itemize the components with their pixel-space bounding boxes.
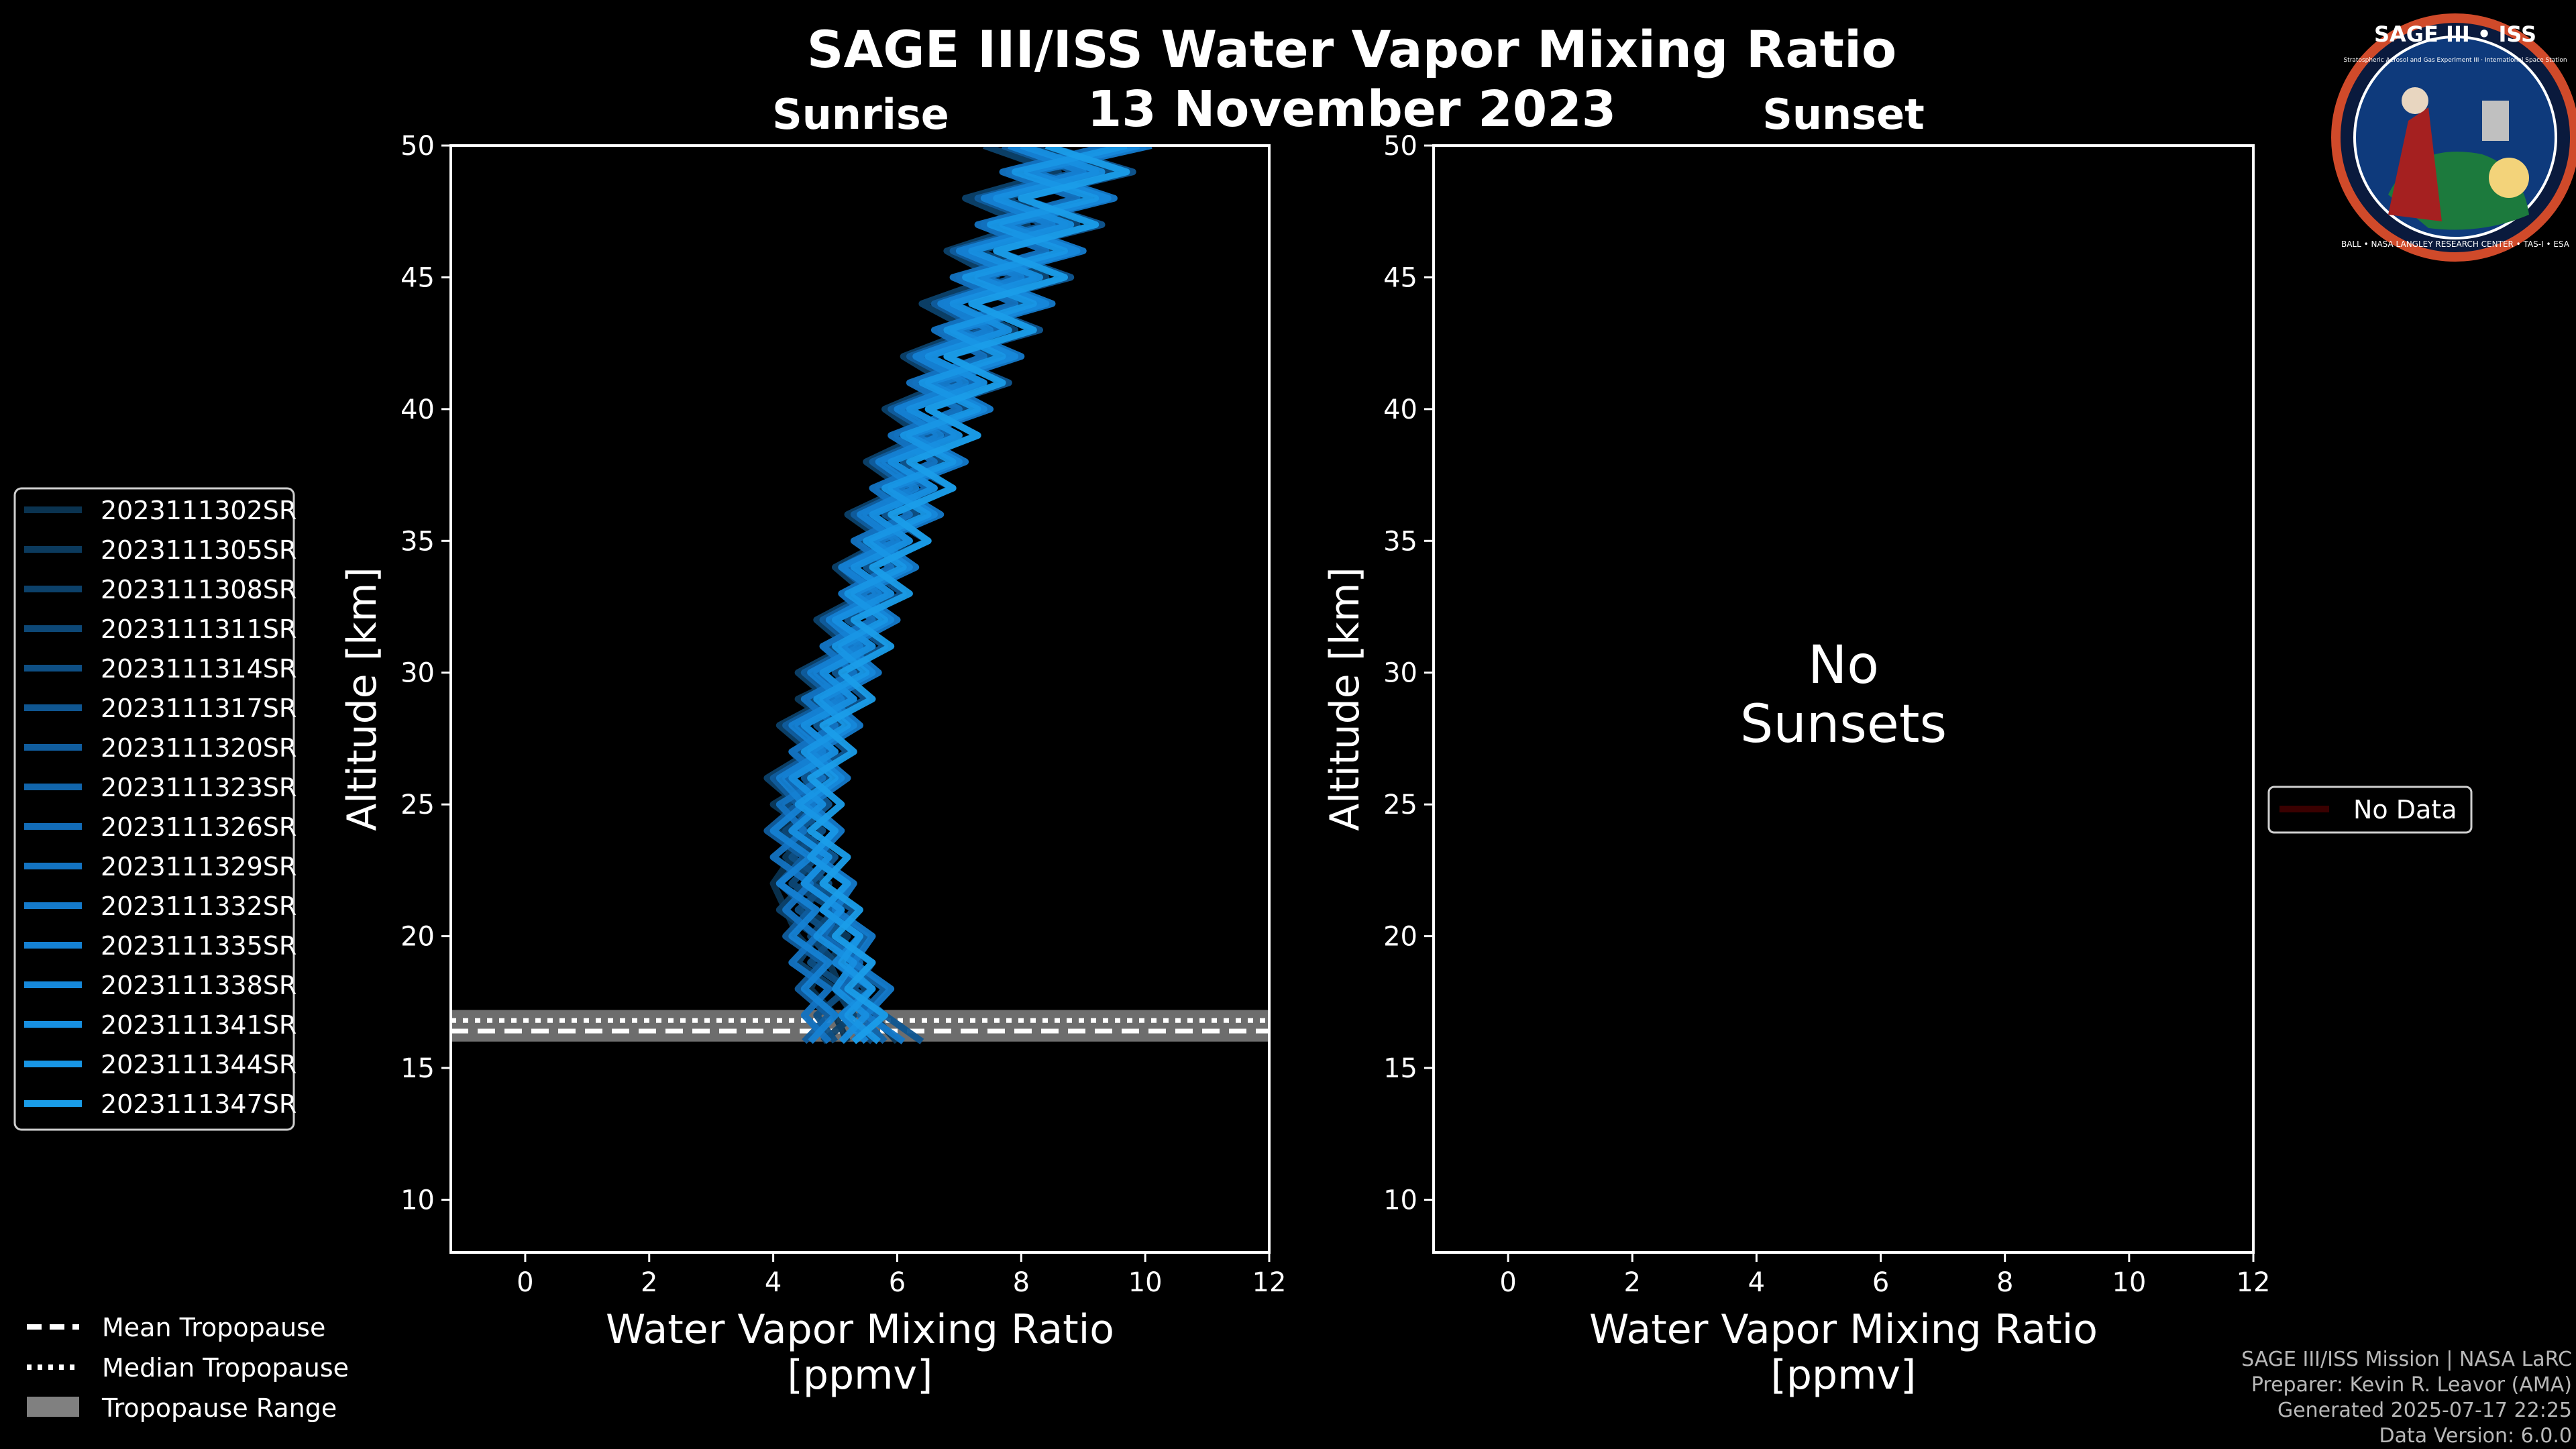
x-tick-label: 10 — [1128, 1267, 1163, 1298]
x-tick-label: 6 — [889, 1267, 906, 1298]
y-tick-label: 10 — [400, 1185, 435, 1216]
sunrise-y-ticks: 10 15 20 25 30 35 40 45 50 — [400, 131, 451, 1216]
y-tick-label: 15 — [1383, 1053, 1417, 1084]
series-line-2023111341SR — [788, 146, 1106, 1044]
legend-label-2023111347SR: 2023111347SR — [101, 1089, 297, 1119]
sunset-y-axis-label: Altitude [km] — [1322, 567, 1368, 831]
y-tick-label: 15 — [400, 1053, 435, 1084]
y-tick-label: 30 — [1383, 658, 1417, 689]
y-tick-label: 30 — [400, 658, 435, 689]
credit-line: Preparer: Kevin R. Leavor (AMA) — [2251, 1373, 2572, 1397]
legend-label-2023111332SR: 2023111332SR — [101, 892, 297, 921]
y-tick-label: 20 — [400, 922, 435, 953]
x-tick-label: 4 — [765, 1267, 782, 1298]
sunrise-series-group — [763, 146, 1152, 1044]
y-tick-label: 10 — [1383, 1185, 1417, 1216]
y-tick-label: 45 — [1383, 262, 1417, 293]
legend-label-2023111305SR: 2023111305SR — [101, 535, 297, 565]
logo-text: SAGE III • ISS — [2374, 21, 2536, 47]
sunset-y-ticks: 10 15 20 25 30 35 40 45 50 — [1383, 131, 1434, 1216]
tropopause-range-label: Tropopause Range — [101, 1393, 337, 1423]
credit-line: Generated 2025-07-17 22:25 — [2277, 1399, 2572, 1422]
x-tick-label: 0 — [1499, 1267, 1516, 1298]
y-tick-label: 25 — [400, 790, 435, 820]
x-tick-label: 0 — [517, 1267, 533, 1298]
x-tick-label: 10 — [2112, 1267, 2146, 1298]
sunset-x-axis-label: Water Vapor Mixing Ratio [ppmv] — [1589, 1306, 2098, 1399]
sunset-legend: No Data — [2267, 786, 2473, 834]
legend-label-2023111311SR: 2023111311SR — [101, 614, 297, 644]
y-tick-label: 45 — [400, 262, 435, 293]
sunset-panel-title: Sunset — [1762, 90, 1925, 139]
sunrise-x-axis-label: Water Vapor Mixing Ratio [ppmv] — [606, 1306, 1114, 1399]
series-line-2023111335SR — [769, 146, 1087, 1044]
x-tick-label: 6 — [1872, 1267, 1889, 1298]
x-tick-label: 12 — [2237, 1267, 2271, 1298]
x-tick-label: 8 — [1996, 1267, 2013, 1298]
y-tick-label: 35 — [1383, 526, 1417, 557]
y-tick-label: 40 — [1383, 394, 1417, 425]
legend-label-2023111335SR: 2023111335SR — [101, 931, 297, 961]
legend-label-2023111314SR: 2023111314SR — [101, 654, 297, 684]
sunset-plot-frame — [1432, 144, 2255, 1254]
x-tick-label: 2 — [641, 1267, 657, 1298]
y-tick-label: 40 — [400, 394, 435, 425]
chart-title: SAGE III/ISS Water Vapor Mixing Ratio — [807, 19, 1897, 79]
credit-line: Data Version: 6.0.0 — [2379, 1424, 2572, 1448]
sunrise-plot-frame — [449, 144, 1271, 1254]
tropopause-range-swatch — [27, 1397, 79, 1417]
legend-label-2023111323SR: 2023111323SR — [101, 773, 297, 802]
sunset-panel: 0 2 4 6 8 10 12 10 15 20 25 30 35 40 45 50 Altitude [k… — [1322, 131, 2473, 1399]
y-tick-label: 50 — [1383, 131, 1417, 162]
x-tick-label: 2 — [1624, 1267, 1641, 1298]
no-sunsets-annotation: No Sunsets — [1740, 635, 1947, 755]
sunrise-panel: 0 2 4 6 8 10 12 10 15 20 25 30 35 40 45 50 Altitude [k… — [339, 131, 1286, 1399]
y-tick-label: 20 — [1383, 922, 1417, 953]
legend-label-2023111320SR: 2023111320SR — [101, 733, 297, 763]
credits: SAGE III/ISS Mission | NASA LaRC Prepare… — [2241, 1348, 2572, 1448]
sunrise-panel-title: Sunrise — [772, 90, 949, 139]
series-line-2023111347SR — [807, 146, 1130, 1044]
y-tick-label: 35 — [400, 526, 435, 557]
legend-label-2023111317SR: 2023111317SR — [101, 694, 297, 723]
logo-ring-text: BALL • NASA LANGLEY RESEARCH CENTER • TA… — [2341, 239, 2570, 249]
logo-subtext: Stratospheric Aerosol and Gas Experiment… — [2343, 57, 2567, 64]
x-tick-label: 4 — [1748, 1267, 1765, 1298]
sunrise-x-ticks: 0 2 4 6 8 10 12 — [517, 1252, 1286, 1298]
legend-label-2023111341SR: 2023111341SR — [101, 1010, 297, 1040]
legend-label-2023111329SR: 2023111329SR — [101, 852, 297, 881]
legend-label-2023111344SR: 2023111344SR — [101, 1050, 297, 1079]
sage-iss-logo: SAGE III • ISS Stratospheric Aerosol and… — [2331, 13, 2576, 262]
legend-label-2023111302SR: 2023111302SR — [101, 496, 297, 525]
sunrise-y-axis-label: Altitude [km] — [339, 567, 386, 831]
legend-label-2023111326SR: 2023111326SR — [101, 812, 297, 842]
mean-tropopause-label: Mean Tropopause — [102, 1313, 325, 1342]
x-tick-label: 12 — [1252, 1267, 1287, 1298]
legend-label-2023111308SR: 2023111308SR — [101, 575, 297, 604]
median-tropopause-label: Median Tropopause — [102, 1353, 349, 1383]
sunset-x-ticks: 0 2 4 6 8 10 12 — [1499, 1252, 2270, 1298]
credit-line: SAGE III/ISS Mission | NASA LaRC — [2241, 1348, 2572, 1371]
chart-date: 13 November 2023 — [1087, 80, 1616, 138]
sunrise-legend: 2023111302SR 2023111305SR 2023111308SR 2023… — [13, 487, 297, 1131]
legend-label-2023111338SR: 2023111338SR — [101, 971, 297, 1000]
y-tick-label: 25 — [1383, 790, 1417, 820]
x-tick-label: 8 — [1013, 1267, 1030, 1298]
tropopause-legend: Mean Tropopause Median Tropopause Tropop… — [27, 1313, 349, 1423]
y-tick-label: 50 — [400, 131, 435, 162]
no-data-legend-label: No Data — [2353, 795, 2457, 824]
